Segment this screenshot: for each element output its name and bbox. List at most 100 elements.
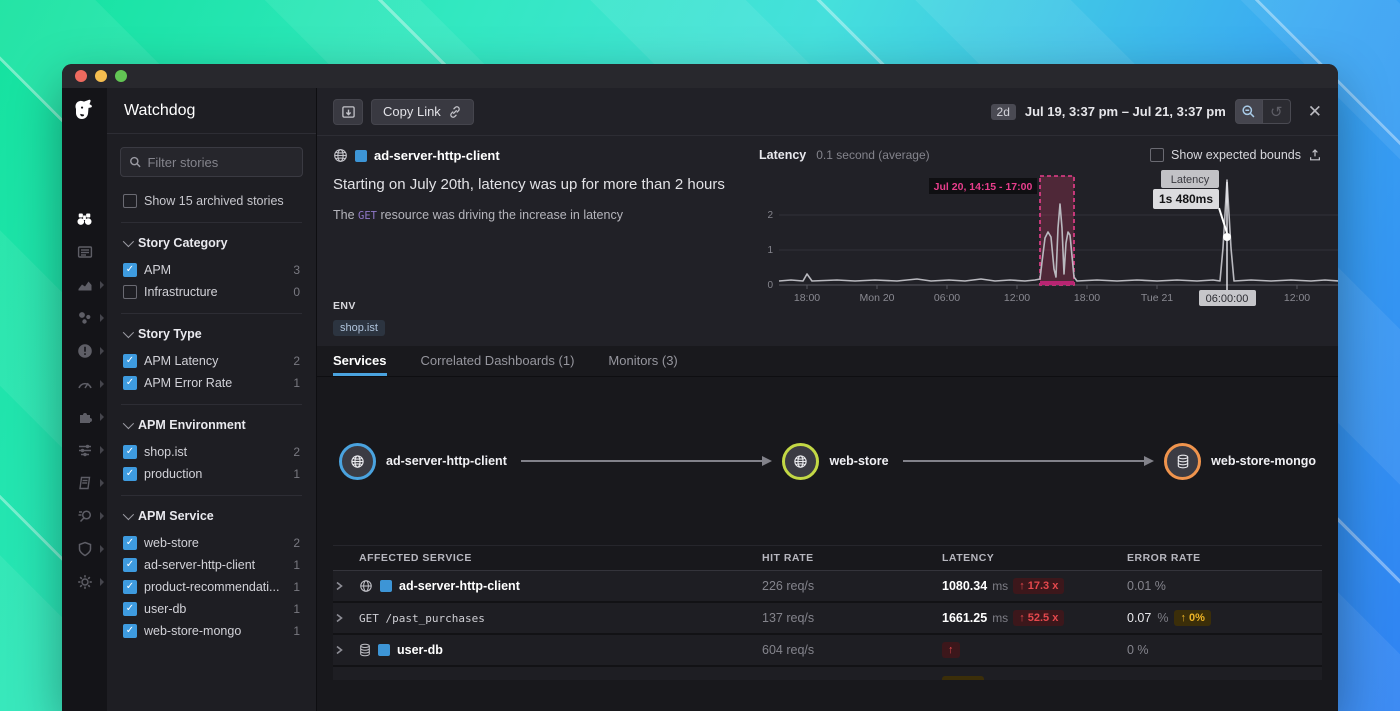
filter-item-web-store-mongo[interactable]: ✓ web-store-mongo 1 xyxy=(123,620,300,642)
chart-subtitle: 0.1 second (average) xyxy=(816,148,930,162)
latency-chart[interactable]: Jul 20, 14:15 - 17:00 Latency xyxy=(759,166,1338,314)
filter-item-apm[interactable]: ✓ APM 3 xyxy=(123,259,300,281)
nav-log-search-icon[interactable] xyxy=(68,507,104,525)
filter-item-web-store[interactable]: ✓ web-store 2 xyxy=(123,532,300,554)
section-title: APM Service xyxy=(138,509,214,523)
filter-stories-search[interactable] xyxy=(120,147,303,177)
row-hit-rate: 604 req/s xyxy=(762,643,815,657)
col-latency: LATENCY xyxy=(942,552,995,564)
row-service-name: ad-server-http-client xyxy=(399,579,520,593)
filter-count: 3 xyxy=(293,263,300,277)
checkbox-checked[interactable]: ✓ xyxy=(123,445,137,459)
col-error-rate: ERROR RATE xyxy=(1127,552,1201,564)
filter-item-production[interactable]: ✓ production 1 xyxy=(123,463,300,485)
table-row[interactable]: GET /past_purchases 137 req/s 1661.25 ms… xyxy=(333,603,1322,635)
tab-correlated-dashboards[interactable]: Correlated Dashboards (1) xyxy=(420,353,575,368)
tooltip-value: 1s 480ms xyxy=(1159,192,1213,206)
services-panel: ad-server-http-client web-store web-stor… xyxy=(317,377,1338,711)
copy-link-button[interactable]: Copy Link xyxy=(371,98,474,125)
section-story-type: Story Type ✓ APM Latency 2 ✓ APM Error Rate… xyxy=(107,318,316,400)
filter-label: web-store-mongo xyxy=(144,624,242,638)
col-affected-service: AFFECTED SERVICE xyxy=(359,552,472,564)
section-header-apm-environment[interactable]: APM Environment xyxy=(122,417,300,432)
nav-dashboards-gauge-icon[interactable] xyxy=(68,375,104,393)
tab-monitors[interactable]: Monitors (3) xyxy=(608,353,678,368)
close-window-button[interactable] xyxy=(75,70,87,82)
expected-bounds-checkbox[interactable] xyxy=(1150,148,1165,162)
section-title: APM Environment xyxy=(138,418,246,432)
checkbox-checked[interactable]: ✓ xyxy=(123,536,137,550)
svg-text:1: 1 xyxy=(767,245,773,256)
close-story-icon[interactable]: ✕ xyxy=(1307,101,1322,121)
section-header-apm-service[interactable]: APM Service xyxy=(122,508,300,523)
row-latency-unit: ms xyxy=(992,611,1009,625)
filter-label: production xyxy=(144,467,203,481)
search-icon xyxy=(130,156,141,168)
tooltip-value-box xyxy=(1153,189,1219,209)
filter-item-infrastructure[interactable]: Infrastructure 0 xyxy=(123,281,300,303)
checkbox-checked[interactable]: ✓ xyxy=(123,376,137,390)
filter-item-user-db[interactable]: ✓ user-db 1 xyxy=(123,598,300,620)
section-title: Story Category xyxy=(138,236,228,250)
checkbox-checked[interactable]: ✓ xyxy=(123,624,137,638)
checkbox-unchecked[interactable] xyxy=(123,285,137,299)
nav-notebook-icon[interactable] xyxy=(68,474,104,492)
nav-events-newspaper-icon[interactable] xyxy=(68,243,102,261)
nav-security-shield-icon[interactable] xyxy=(68,540,104,558)
archived-checkbox[interactable] xyxy=(123,194,137,208)
checkbox-checked[interactable]: ✓ xyxy=(123,263,137,277)
filter-item-apm-latency[interactable]: ✓ APM Latency 2 xyxy=(123,350,300,372)
table-row[interactable]: user-db 604 req/s ↑ 0 % xyxy=(333,635,1322,667)
section-header-story-category[interactable]: Story Category xyxy=(122,235,300,250)
nav-apm-cluster-dots-icon[interactable] xyxy=(68,309,104,327)
globe-icon xyxy=(351,454,364,468)
zoom-out-button[interactable] xyxy=(1234,99,1263,124)
service-node-label: ad-server-http-client xyxy=(386,454,507,468)
nav-watchdog-binoculars-icon[interactable] xyxy=(68,210,102,228)
nav-integrations-puzzle-icon[interactable] xyxy=(68,408,104,426)
archive-story-button[interactable] xyxy=(333,98,363,125)
latency-increase-badge: ↑ 17.3 x xyxy=(1013,578,1065,594)
hover-x-label: 06:00:00 xyxy=(1206,293,1249,305)
filter-item-ad-server[interactable]: ✓ ad-server-http-client 1 xyxy=(123,554,300,576)
export-icon[interactable] xyxy=(1308,148,1322,162)
checkbox-checked[interactable]: ✓ xyxy=(123,580,137,594)
filter-count: 2 xyxy=(293,445,300,459)
filter-item-product-recommendation[interactable]: ✓ product-recommendati... 1 xyxy=(123,576,300,598)
range-badge: 2d xyxy=(990,103,1016,120)
service-node-web-store-mongo[interactable] xyxy=(1164,442,1202,480)
table-row[interactable]: ad-server-http-client 226 req/s 1080.34 … xyxy=(333,571,1322,603)
globe-icon xyxy=(334,149,347,162)
row-expand-chevron[interactable] xyxy=(333,644,359,656)
checkbox-checked[interactable]: ✓ xyxy=(123,602,137,616)
minimize-window-button[interactable] xyxy=(95,70,107,82)
nav-monitors-alert-circle-icon[interactable] xyxy=(68,342,104,360)
reset-time-button[interactable]: ↺ xyxy=(1262,99,1291,124)
row-expand-chevron[interactable] xyxy=(333,612,359,624)
story-subtext: The GET resource was driving the increas… xyxy=(333,208,623,222)
database-icon xyxy=(1177,454,1188,468)
filter-item-apm-error-rate[interactable]: ✓ APM Error Rate 1 xyxy=(123,372,300,394)
env-tag[interactable]: shop.ist xyxy=(333,320,385,336)
maximize-window-button[interactable] xyxy=(115,70,127,82)
checkbox-checked[interactable]: ✓ xyxy=(123,467,137,481)
anomaly-label: Jul 20, 14:15 - 17:00 xyxy=(934,181,1033,193)
table-row-partial[interactable] xyxy=(333,667,1322,680)
service-node-ad-server[interactable] xyxy=(339,442,376,480)
checkbox-checked[interactable]: ✓ xyxy=(123,354,137,368)
tab-services[interactable]: Services xyxy=(333,346,387,376)
filter-label: shop.ist xyxy=(144,445,188,459)
svg-text:12:00: 12:00 xyxy=(1284,292,1310,304)
date-range-text[interactable]: Jul 19, 3:37 pm – Jul 21, 3:37 pm xyxy=(1024,104,1226,119)
story-service-name: ad-server-http-client xyxy=(374,148,500,163)
nav-settings-gear-icon[interactable] xyxy=(68,573,104,591)
checkbox-checked[interactable]: ✓ xyxy=(123,558,137,572)
row-expand-chevron[interactable] xyxy=(333,580,359,592)
nav-sliders-icon[interactable] xyxy=(68,441,104,459)
service-color-square xyxy=(380,580,392,592)
service-node-web-store[interactable] xyxy=(782,442,820,480)
section-header-story-type[interactable]: Story Type xyxy=(122,326,300,341)
search-input[interactable] xyxy=(147,154,294,170)
filter-item-shopist[interactable]: ✓ shop.ist 2 xyxy=(123,441,300,463)
nav-metrics-area-chart-icon[interactable] xyxy=(68,276,104,294)
